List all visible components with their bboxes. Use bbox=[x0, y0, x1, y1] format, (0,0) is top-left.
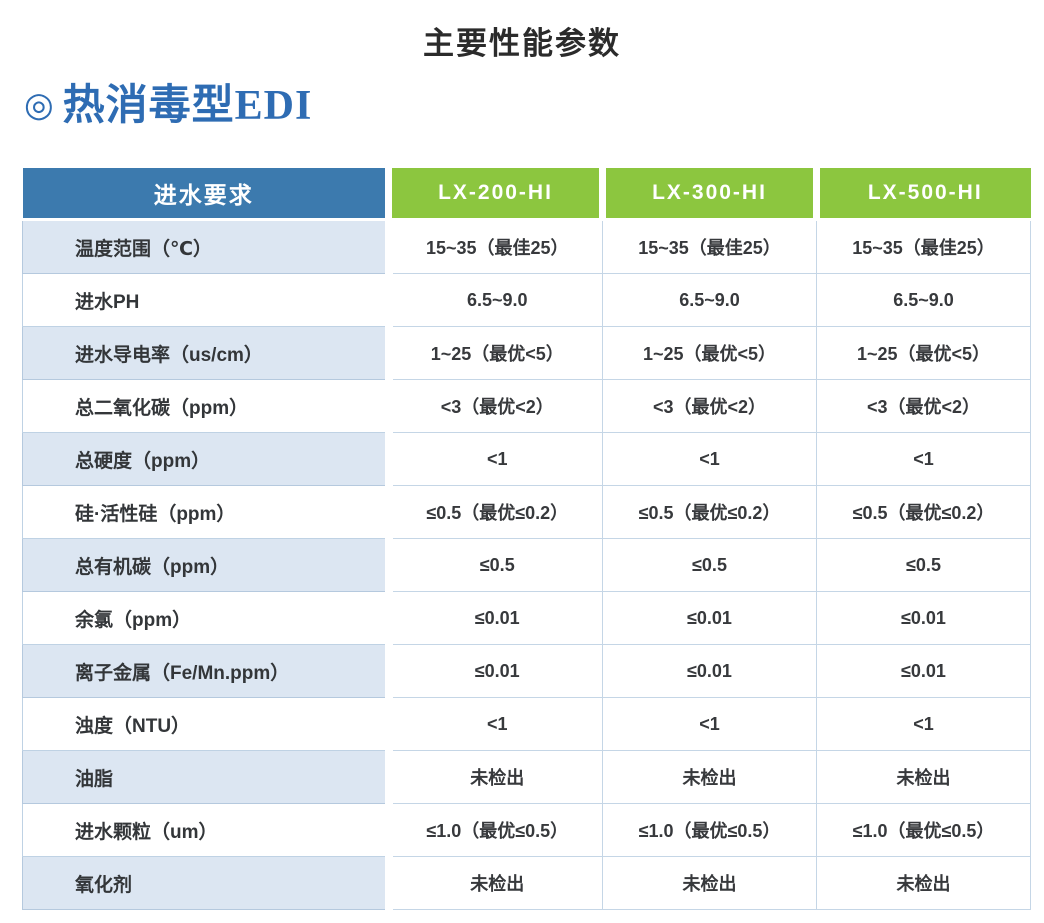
table-row: 油脂 未检出 未检出 未检出 bbox=[22, 750, 1031, 804]
row-value: <3（最优<2） bbox=[388, 379, 603, 433]
table-row: 总二氧化碳（ppm） <3（最优<2） <3（最优<2） <3（最优<2） bbox=[22, 379, 1031, 433]
row-label: 离子金属（Fe/Mn.ppm） bbox=[22, 644, 393, 698]
row-value: 未检出 bbox=[816, 750, 1031, 804]
row-label: 进水导电率（us/cm） bbox=[22, 326, 393, 380]
row-value: 未检出 bbox=[816, 856, 1031, 910]
row-value: ≤0.01 bbox=[816, 591, 1031, 645]
table-row: 氧化剂 未检出 未检出 未检出 bbox=[22, 856, 1031, 910]
row-value: 6.5~9.0 bbox=[388, 273, 603, 327]
row-value: 未检出 bbox=[388, 750, 603, 804]
table-row: 进水导电率（us/cm） 1~25（最优<5） 1~25（最优<5） 1~25（… bbox=[22, 326, 1031, 380]
column-header-model-lx-300-hi: LX-300-HI bbox=[599, 168, 817, 221]
row-label: 氧化剂 bbox=[22, 856, 393, 910]
table-row: 温度范围（℃） 15~35（最佳25） 15~35（最佳25） 15~35（最佳… bbox=[22, 219, 1031, 274]
row-label: 温度范围（℃） bbox=[22, 219, 393, 274]
page-title: 主要性能参数 bbox=[423, 26, 621, 61]
row-value: ≤0.5（最优≤0.2） bbox=[816, 485, 1031, 539]
row-value: ≤0.01 bbox=[602, 644, 817, 698]
row-value: ≤1.0（最优≤0.5） bbox=[388, 803, 603, 857]
table-row: 离子金属（Fe/Mn.ppm） ≤0.01 ≤0.01 ≤0.01 bbox=[22, 644, 1031, 698]
row-value: <1 bbox=[602, 697, 817, 751]
row-value: ≤0.5 bbox=[602, 538, 817, 592]
row-label: 进水颗粒（um） bbox=[22, 803, 393, 857]
row-value: 6.5~9.0 bbox=[602, 273, 817, 327]
row-value: ≤0.5 bbox=[816, 538, 1031, 592]
row-label: 浊度（NTU） bbox=[22, 697, 393, 751]
row-value: 1~25（最优<5） bbox=[602, 326, 817, 380]
row-label: 总二氧化碳（ppm） bbox=[22, 379, 393, 433]
section-heading-text: 热消毒型EDI bbox=[62, 83, 313, 129]
row-value: <1 bbox=[816, 432, 1031, 486]
table-row: 硅·活性硅（ppm） ≤0.5（最优≤0.2） ≤0.5（最优≤0.2） ≤0.… bbox=[22, 485, 1031, 539]
column-header-model-lx-500-hi: LX-500-HI bbox=[813, 168, 1031, 221]
table-row: 进水颗粒（um） ≤1.0（最优≤0.5） ≤1.0（最优≤0.5） ≤1.0（… bbox=[22, 803, 1031, 857]
table-row: 总硬度（ppm） <1 <1 <1 bbox=[22, 432, 1031, 486]
row-value: <1 bbox=[602, 432, 817, 486]
table-row: 余氯（ppm） ≤0.01 ≤0.01 ≤0.01 bbox=[22, 591, 1031, 645]
row-label: 进水PH bbox=[22, 273, 393, 327]
row-value: 1~25（最优<5） bbox=[816, 326, 1031, 380]
table-row: 总有机碳（ppm） ≤0.5 ≤0.5 ≤0.5 bbox=[22, 538, 1031, 592]
row-value: <3（最优<2） bbox=[602, 379, 817, 433]
row-value: 6.5~9.0 bbox=[816, 273, 1031, 327]
section-heading: ◎ 热消毒型EDI bbox=[24, 85, 1044, 127]
row-label: 硅·活性硅（ppm） bbox=[22, 485, 393, 539]
row-value: 15~35（最佳25） bbox=[388, 219, 603, 274]
row-label: 油脂 bbox=[22, 750, 393, 804]
double-circle-bullet-icon: ◎ bbox=[24, 85, 55, 125]
row-value: 1~25（最优<5） bbox=[388, 326, 603, 380]
row-value: <1 bbox=[388, 697, 603, 751]
row-label: 余氯（ppm） bbox=[22, 591, 393, 645]
table-header-row: 进水要求 LX-200-HI LX-300-HI LX-500-HI bbox=[22, 168, 1031, 221]
column-header-model-lx-200-hi: LX-200-HI bbox=[385, 168, 603, 221]
row-value: ≤1.0（最优≤0.5） bbox=[816, 803, 1031, 857]
row-value: <1 bbox=[388, 432, 603, 486]
row-label: 总有机碳（ppm） bbox=[22, 538, 393, 592]
row-label: 总硬度（ppm） bbox=[22, 432, 393, 486]
row-value: 未检出 bbox=[602, 750, 817, 804]
row-value: 15~35（最佳25） bbox=[602, 219, 817, 274]
row-value: ≤0.01 bbox=[602, 591, 817, 645]
table-row: 进水PH 6.5~9.0 6.5~9.0 6.5~9.0 bbox=[22, 273, 1031, 327]
row-value: 未检出 bbox=[388, 856, 603, 910]
row-value: ≤0.01 bbox=[816, 644, 1031, 698]
row-value: ≤0.5（最优≤0.2） bbox=[602, 485, 817, 539]
row-value: <1 bbox=[816, 697, 1031, 751]
row-value: 15~35（最佳25） bbox=[816, 219, 1031, 274]
row-value: ≤0.01 bbox=[388, 591, 603, 645]
row-value: ≤0.5（最优≤0.2） bbox=[388, 485, 603, 539]
row-value: ≤1.0（最优≤0.5） bbox=[602, 803, 817, 857]
inlet-water-spec-table: 进水要求 LX-200-HI LX-300-HI LX-500-HI 温度范围（… bbox=[22, 168, 1031, 910]
row-value: 未检出 bbox=[602, 856, 817, 910]
column-header-inlet-requirements: 进水要求 bbox=[22, 168, 389, 221]
row-value: ≤0.01 bbox=[388, 644, 603, 698]
row-value: ≤0.5 bbox=[388, 538, 603, 592]
row-value: <3（最优<2） bbox=[816, 379, 1031, 433]
table-row: 浊度（NTU） <1 <1 <1 bbox=[22, 697, 1031, 751]
